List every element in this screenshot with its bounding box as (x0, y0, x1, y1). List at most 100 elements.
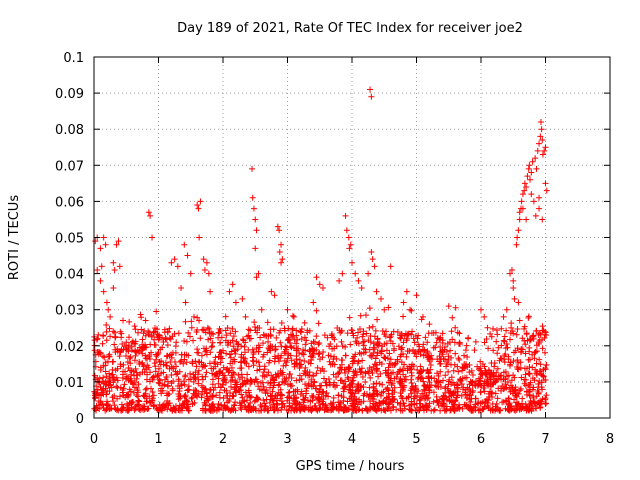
data-point (146, 355, 153, 362)
data-point (178, 285, 185, 292)
data-point (95, 392, 102, 399)
data-point (113, 241, 120, 248)
data-point (479, 371, 486, 378)
data-point (231, 358, 238, 365)
data-point (488, 369, 495, 376)
data-point (466, 369, 473, 376)
data-point (263, 333, 270, 340)
data-point (408, 398, 415, 405)
data-point (447, 388, 454, 395)
data-point (296, 372, 303, 379)
data-point (216, 389, 223, 396)
data-point (480, 380, 487, 387)
data-point (102, 241, 109, 248)
data-point (97, 277, 104, 284)
data-point (484, 399, 491, 406)
data-point (366, 384, 373, 391)
data-point (305, 404, 312, 411)
data-point (362, 349, 369, 356)
data-point (537, 133, 544, 140)
y-tick-label: 0.06 (55, 195, 84, 210)
data-point (340, 394, 347, 401)
data-point (534, 388, 541, 395)
data-point (135, 329, 142, 336)
data-point (241, 349, 248, 356)
data-point (256, 325, 263, 332)
data-point (397, 366, 404, 373)
data-point (121, 381, 128, 388)
data-point (184, 252, 191, 259)
data-point (258, 306, 265, 313)
data-point (485, 404, 492, 411)
data-point (321, 332, 328, 339)
data-point (314, 396, 321, 403)
data-point (526, 371, 533, 378)
data-point (391, 375, 398, 382)
data-point (351, 357, 358, 364)
data-point (147, 399, 154, 406)
data-point (174, 263, 181, 270)
data-point (260, 397, 267, 404)
data-point (282, 362, 289, 369)
data-point (352, 387, 359, 394)
data-point (97, 364, 104, 371)
data-point (255, 359, 262, 366)
data-point (525, 370, 532, 377)
data-point (428, 407, 435, 414)
data-point (376, 399, 383, 406)
data-point (514, 356, 521, 363)
data-point (515, 366, 522, 373)
data-point (183, 338, 190, 345)
data-point (231, 402, 238, 409)
data-point (248, 393, 255, 400)
data-point (283, 375, 290, 382)
data-point (182, 372, 189, 379)
data-point (172, 368, 179, 375)
data-point (424, 382, 431, 389)
data-point (249, 194, 256, 201)
data-point (425, 370, 432, 377)
data-point (444, 360, 451, 367)
data-point (406, 348, 413, 355)
data-point (307, 360, 314, 367)
data-point (370, 350, 377, 357)
data-point (137, 311, 144, 318)
data-point (338, 338, 345, 345)
data-point (170, 405, 177, 412)
data-point (532, 212, 539, 219)
data-point (342, 352, 349, 359)
data-point (140, 363, 147, 370)
data-point (298, 376, 305, 383)
data-point (376, 380, 383, 387)
data-point (189, 360, 196, 367)
data-point (407, 366, 414, 373)
data-point (533, 165, 540, 172)
data-point (474, 380, 481, 387)
data-point (484, 324, 491, 331)
data-point (131, 407, 138, 414)
data-point (347, 241, 354, 248)
data-point (306, 369, 313, 376)
y-tick-label: 0.01 (55, 376, 84, 391)
data-point (466, 385, 473, 392)
data-point (314, 364, 321, 371)
data-point (117, 393, 124, 400)
data-point (375, 373, 382, 380)
data-point (363, 406, 370, 413)
data-point (537, 368, 544, 375)
data-point (386, 350, 393, 357)
data-point (400, 339, 407, 346)
data-point (189, 394, 196, 401)
data-point (190, 337, 197, 344)
data-point (439, 340, 446, 347)
data-point (542, 377, 549, 384)
data-point (232, 328, 239, 335)
data-point (123, 373, 130, 380)
data-point (298, 336, 305, 343)
data-point (122, 375, 129, 382)
data-point (523, 183, 530, 190)
data-point (151, 336, 158, 343)
data-point (187, 376, 194, 383)
data-point (241, 343, 248, 350)
